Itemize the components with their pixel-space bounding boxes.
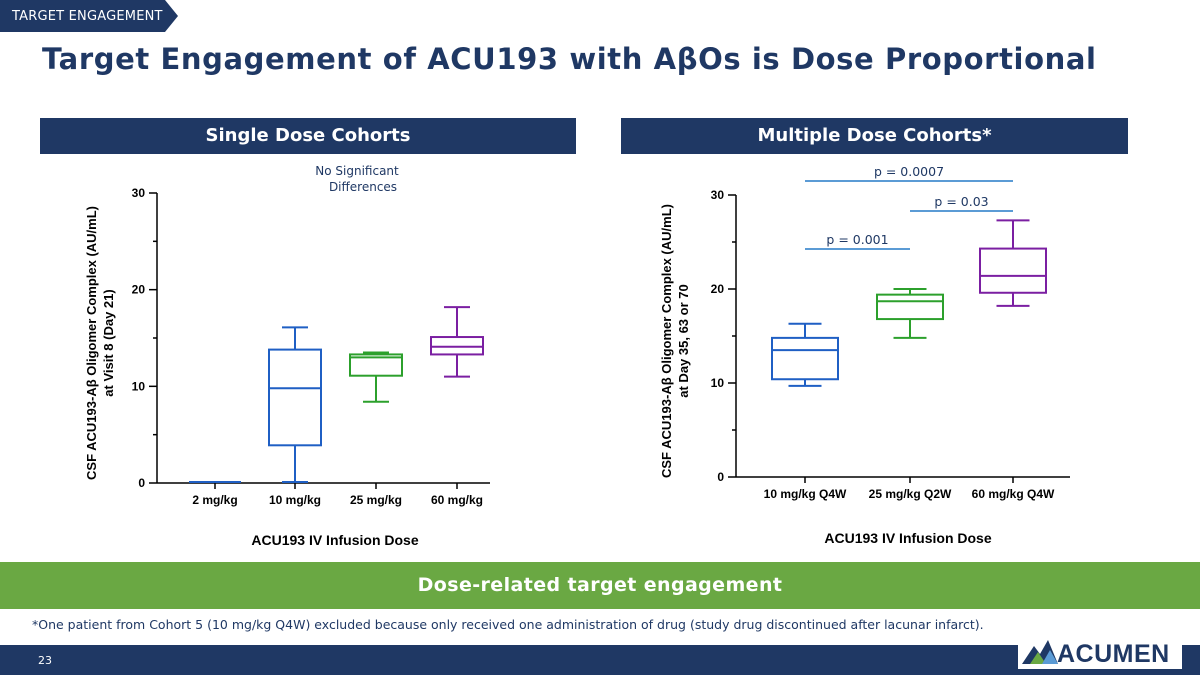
chart2-box [876, 293, 944, 321]
chart2-y-tick-label: 0 [717, 470, 724, 484]
chart2-y-tick-label: 30 [711, 188, 725, 202]
chart2-y-tick-label: 10 [711, 376, 725, 390]
page-title: Target Engagement of ACU193 with AβOs is… [42, 42, 1097, 76]
chart2-y-axis-label: CSF ACU193-Aβ Oligomer Complex (AU/mL) [659, 204, 674, 478]
box-plot-charts: 0 10 20 30 CSF ACU193-Aβ Oligomer Complex (A… [84, 164, 1070, 548]
chart1-category-label: 10 mg/kg [269, 493, 321, 507]
chart1-category-label: 60 mg/kg [431, 493, 483, 507]
chart1-x-axis-label: ACU193 IV Infusion Dose [251, 532, 418, 548]
chart2-significance-label: p = 0.0007 [874, 164, 944, 179]
chart1-box [349, 353, 403, 377]
chart2-box [979, 247, 1047, 294]
chart1-category-label: 25 mg/kg [350, 493, 402, 507]
chart1-box [268, 348, 322, 447]
mountain-peaks-icon [1022, 640, 1058, 664]
page-number: 23 [38, 654, 52, 667]
acumen-logo-text: ACUMEN [1057, 640, 1170, 668]
chart1-y-tick-label: 0 [138, 476, 145, 490]
chart2-y-tick-label: 20 [711, 282, 725, 296]
chart1-y-tick-label: 30 [132, 186, 146, 200]
chart2-x-axis-label: ACU193 IV Infusion Dose [824, 530, 991, 546]
chart2-significance-label: p = 0.03 [934, 194, 988, 209]
bottom-bar [0, 645, 1200, 675]
section-tab: TARGET ENGAGEMENT [0, 0, 178, 32]
footnote: *One patient from Cohort 5 (10 mg/kg Q4W… [32, 617, 984, 632]
chart1-y-tick-label: 20 [132, 283, 146, 297]
chart1-y-axis-label: CSF ACU193-Aβ Oligomer Complex (AU/mL) [84, 206, 99, 480]
chart2-y-axis-label-line2: at Day 35, 63 or 70 [676, 284, 691, 397]
dose-related-banner: Dose-related target engagement [0, 562, 1200, 609]
multiple-dose-header: Multiple Dose Cohorts* [621, 118, 1128, 154]
chart2-category-label: 60 mg/kg Q4W [972, 487, 1055, 501]
chart1-annotation: No Significant [315, 164, 399, 178]
chart1-y-tick-label: 10 [132, 379, 146, 393]
chart1-y-axis-label-line2: at Visit 8 (Day 21) [101, 289, 116, 396]
chart2-category-label: 25 mg/kg Q2W [869, 487, 952, 501]
chart2-significance-label: p = 0.001 [826, 232, 888, 247]
chart2-category-label: 10 mg/kg Q4W [764, 487, 847, 501]
chart2-box [771, 336, 839, 381]
chart1-category-label: 2 mg/kg [192, 493, 237, 507]
single-dose-header: Single Dose Cohorts [40, 118, 576, 154]
chart1-annotation-line2: Differences [329, 180, 397, 194]
